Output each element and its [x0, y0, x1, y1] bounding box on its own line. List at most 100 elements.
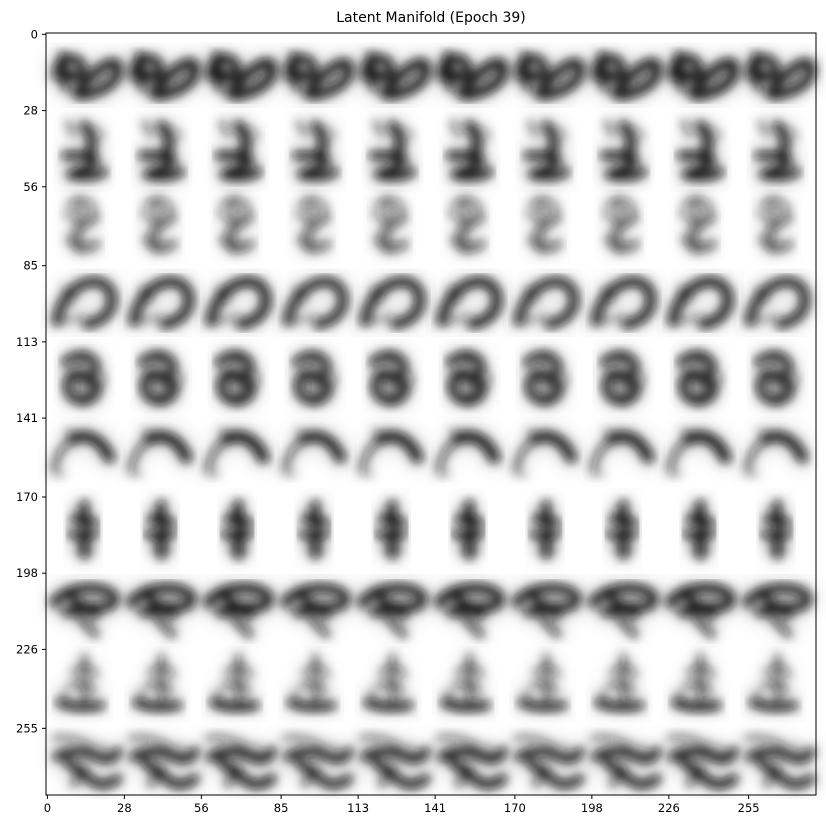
tile-stroke — [760, 680, 789, 695]
tile-stroke — [533, 58, 586, 101]
tile-glyph — [440, 652, 491, 712]
tile-stroke — [530, 431, 577, 463]
digit-tile — [587, 48, 667, 105]
tile-glyph — [523, 119, 570, 181]
tile-glyph — [359, 51, 432, 101]
tile-stroke — [440, 697, 491, 712]
digit-tile — [60, 193, 104, 256]
tile-glyph — [742, 583, 813, 638]
tile-stroke — [786, 125, 800, 139]
tile-glyph — [451, 499, 485, 561]
tile-glyph — [216, 195, 256, 254]
tile-glyph — [754, 119, 801, 181]
digit-tile — [125, 48, 205, 105]
digit-tile — [507, 579, 586, 642]
tile-stroke — [379, 57, 432, 101]
tile-glyph — [605, 499, 639, 560]
tile-stroke — [131, 313, 165, 325]
tile-glyph — [590, 51, 663, 101]
tile-glyph — [126, 583, 197, 639]
tile-stroke — [758, 237, 794, 249]
digit-tile — [134, 347, 186, 409]
tile-stroke — [667, 276, 734, 330]
digit-tile — [199, 579, 278, 642]
tile-stroke — [285, 313, 319, 325]
tile-glyph — [665, 583, 736, 639]
tile-stroke — [678, 209, 718, 225]
tile-stroke — [295, 589, 331, 620]
tile-stroke — [555, 125, 569, 139]
tile-stroke — [447, 285, 462, 303]
tile-stroke — [217, 589, 254, 620]
digit-tile — [365, 116, 420, 185]
tile-stroke — [537, 611, 562, 638]
digit-tile — [45, 579, 124, 642]
image-tiles — [45, 48, 821, 793]
tile-stroke — [64, 119, 77, 137]
tile-stroke — [146, 515, 177, 527]
digit-tile — [664, 48, 744, 105]
digit-tile — [356, 731, 434, 793]
digit-tile — [202, 272, 275, 333]
tile-stroke — [204, 437, 229, 473]
tile-stroke — [604, 427, 616, 442]
tile-glyph — [667, 276, 734, 330]
digit-tile — [673, 347, 725, 409]
tile-glyph — [588, 583, 659, 639]
digit-tile — [48, 731, 126, 793]
digit-tile — [140, 496, 180, 564]
tile-stroke — [458, 506, 467, 521]
tile-glyph — [52, 277, 117, 329]
tile-stroke — [681, 427, 693, 442]
tile-stroke — [52, 747, 122, 764]
tile-stroke — [671, 697, 722, 712]
tile-stroke — [757, 589, 793, 620]
tile-stroke — [300, 515, 331, 527]
tile-stroke — [686, 664, 715, 679]
tile-stroke — [298, 680, 327, 695]
tile-stroke — [529, 680, 558, 695]
tile-stroke — [65, 427, 76, 441]
tile-glyph — [594, 652, 645, 712]
y-tick-label: 255 — [16, 721, 38, 735]
tile-stroke — [329, 743, 340, 754]
tile-stroke — [606, 680, 635, 695]
tile-glyph — [435, 50, 509, 101]
tile-stroke — [140, 589, 177, 620]
tile-glyph — [67, 499, 100, 560]
tile-stroke — [689, 506, 698, 521]
tile-stroke — [532, 764, 550, 788]
tile-stroke — [143, 530, 177, 541]
tile-glyph — [143, 499, 177, 560]
x-tick-label: 28 — [117, 801, 132, 815]
tile-stroke — [560, 743, 571, 754]
tile-glyph — [529, 499, 562, 560]
tile-stroke — [71, 58, 124, 101]
tile-stroke — [142, 236, 179, 249]
tile-stroke — [448, 589, 485, 620]
digit-tile — [57, 116, 112, 185]
tile-stroke — [51, 734, 96, 750]
tile-stroke — [685, 515, 716, 527]
tile-stroke — [549, 373, 569, 391]
tile-stroke — [366, 51, 378, 92]
tile-stroke — [246, 125, 261, 140]
tile-stroke — [68, 431, 115, 463]
digit-tile — [741, 272, 814, 333]
tile-stroke — [142, 427, 154, 442]
tile-glyph — [204, 733, 277, 790]
tile-glyph — [214, 119, 263, 181]
tile-stroke — [150, 506, 159, 521]
tile-stroke — [637, 743, 649, 755]
digit-tile — [125, 731, 203, 793]
tile-stroke — [64, 589, 100, 620]
tile-stroke — [666, 437, 691, 473]
tile-stroke — [70, 764, 88, 788]
digit-tile — [522, 193, 566, 256]
tile-stroke — [283, 277, 348, 329]
tile-stroke — [678, 285, 693, 303]
chart-title: Latent Manifold (Epoch 39) — [336, 10, 526, 26]
tile-stroke — [281, 437, 306, 472]
digit-tile — [430, 579, 509, 642]
tile-stroke — [593, 313, 627, 325]
